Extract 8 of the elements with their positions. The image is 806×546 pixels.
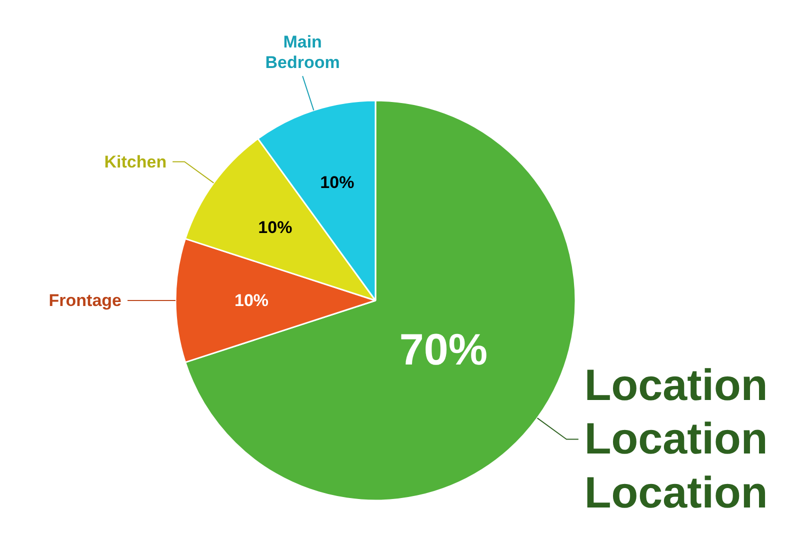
slice-label: Kitchen (104, 152, 167, 172)
data-label: 10% (234, 291, 269, 310)
data-label: 10% (320, 173, 354, 192)
data-label: 70% (399, 325, 488, 374)
data-label: 10% (258, 218, 292, 238)
slice-label: Location Location Location (584, 361, 768, 518)
slice-label: Main Bedroom (265, 32, 340, 72)
slice-label: Frontage (48, 291, 122, 310)
